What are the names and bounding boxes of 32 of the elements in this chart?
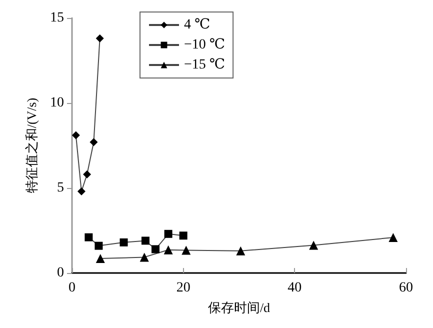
x-tick-label: 60: [399, 280, 413, 296]
y-axis-title: 特征值之和/(V/s): [24, 98, 39, 194]
point: [120, 238, 128, 246]
y-tick-label: 15: [50, 10, 64, 26]
point: [182, 246, 191, 255]
x-tick-label: 0: [68, 280, 76, 296]
point: [83, 170, 92, 178]
point: [179, 232, 188, 240]
point: [309, 240, 318, 250]
y-tick-label: 0: [57, 266, 64, 280]
y-tick-label: 5: [57, 180, 64, 196]
point: [152, 245, 160, 254]
x-tick-label: 20: [176, 280, 190, 296]
point: [90, 138, 98, 146]
x-tick-label: 40: [288, 280, 302, 296]
point: [96, 34, 104, 42]
point: [388, 232, 398, 242]
point: [236, 246, 246, 256]
point: [140, 252, 149, 262]
legend-label: −10 ℃: [184, 38, 226, 52]
point: [94, 242, 103, 250]
point: [164, 245, 173, 254]
point: [84, 233, 93, 242]
point: [164, 230, 172, 238]
point: [77, 187, 86, 196]
point: [141, 236, 150, 245]
legend-label: −15 ℃: [184, 58, 226, 72]
y-tick-label: 10: [50, 96, 64, 110]
legend-label: 4 ℃: [184, 18, 210, 32]
point: [72, 131, 80, 140]
point: [96, 254, 105, 264]
x-axis-title: 保存时间/d: [208, 300, 271, 315]
